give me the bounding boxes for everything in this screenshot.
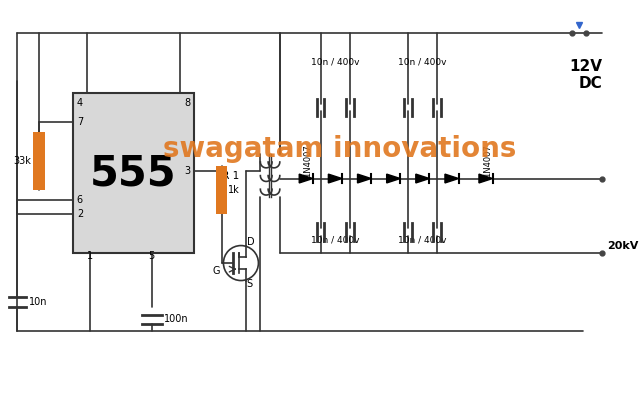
- Polygon shape: [300, 174, 313, 183]
- Text: 20kV: 20kV: [607, 241, 639, 251]
- Text: 1N4007: 1N4007: [303, 145, 312, 177]
- Polygon shape: [416, 174, 429, 183]
- Text: 7: 7: [77, 117, 83, 127]
- Text: 2: 2: [77, 209, 83, 219]
- Bar: [216, 166, 227, 215]
- Text: 10n: 10n: [29, 297, 47, 307]
- Text: TR 1: TR 1: [216, 171, 239, 181]
- Text: 33k: 33k: [13, 156, 31, 166]
- Polygon shape: [479, 174, 493, 183]
- Polygon shape: [358, 174, 371, 183]
- Text: 10n / 400v: 10n / 400v: [311, 235, 360, 244]
- Text: 1N4007: 1N4007: [483, 145, 492, 177]
- Text: 555: 555: [90, 152, 177, 194]
- Text: G: G: [212, 266, 220, 276]
- Text: 12V
DC: 12V DC: [570, 59, 602, 92]
- Bar: [73, 93, 195, 253]
- Polygon shape: [328, 174, 342, 183]
- Text: 8: 8: [184, 98, 191, 108]
- Text: 10n / 400v: 10n / 400v: [398, 57, 447, 66]
- Text: 100n: 100n: [163, 314, 188, 324]
- Text: D: D: [247, 237, 254, 247]
- Text: 6: 6: [77, 195, 83, 205]
- Text: 1k: 1k: [228, 185, 240, 195]
- Polygon shape: [445, 174, 458, 183]
- Text: 4: 4: [77, 98, 83, 108]
- Polygon shape: [387, 174, 400, 183]
- Text: 1: 1: [87, 252, 93, 261]
- Text: 3: 3: [184, 166, 191, 176]
- Text: 10n / 400v: 10n / 400v: [311, 57, 360, 66]
- Text: 5: 5: [148, 252, 155, 261]
- Text: 10n / 400v: 10n / 400v: [398, 235, 447, 244]
- Bar: [33, 132, 45, 190]
- Text: S: S: [247, 279, 253, 289]
- Text: swagatam innovations: swagatam innovations: [163, 135, 516, 163]
